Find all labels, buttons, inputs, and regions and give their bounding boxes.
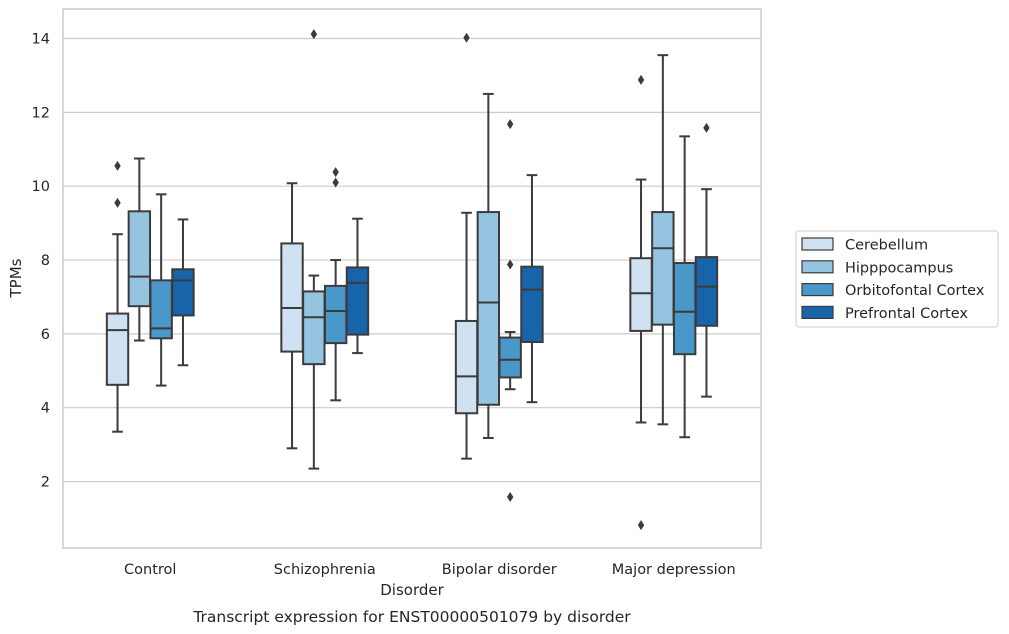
- legend-entry: Cerebellum: [845, 238, 928, 254]
- y-tick-label: 4: [41, 401, 50, 417]
- legend-entry: Orbitofontal Cortex: [845, 283, 985, 299]
- box: [651, 211, 675, 326]
- box-group: [498, 119, 522, 503]
- box-group: [280, 182, 304, 450]
- outlier-point: [637, 74, 645, 85]
- plot-frame: [62, 8, 762, 549]
- box-group: [323, 167, 348, 402]
- box-group: [345, 217, 370, 355]
- box: [345, 266, 370, 336]
- box-group: [672, 135, 697, 439]
- outlier-point: [703, 122, 710, 133]
- box: [498, 336, 522, 379]
- box: [476, 211, 501, 406]
- legend-entry: Prefrontal Cortex: [845, 306, 968, 322]
- legend-swatch: [801, 260, 834, 274]
- box: [105, 312, 130, 386]
- box-group: [629, 74, 653, 531]
- box: [454, 319, 479, 415]
- box-group: [105, 160, 130, 433]
- outlier-point: [506, 259, 514, 270]
- chart-caption: Transcript expression for ENST0000050107…: [192, 608, 631, 626]
- x-tick-label: Bipolar disorder: [442, 562, 557, 578]
- box-group: [149, 193, 173, 387]
- box: [127, 210, 152, 308]
- box: [672, 261, 697, 356]
- x-tick-label: Major depression: [612, 562, 736, 578]
- box: [149, 279, 173, 340]
- outlier-point: [114, 160, 121, 171]
- y-tick-labels: 2 4 6 8 10 12 14: [32, 32, 50, 491]
- box: [280, 242, 304, 353]
- box: [629, 257, 653, 332]
- y-tick-label: 2: [41, 475, 50, 491]
- gridlines: [63, 37, 761, 483]
- y-tick-label: 8: [41, 253, 50, 269]
- outlier-point: [114, 197, 121, 208]
- outlier-point: [310, 29, 318, 40]
- legend-entry: Hipppocampus: [845, 260, 953, 276]
- outlier-point: [506, 119, 514, 130]
- outlier-point: [332, 167, 339, 178]
- outlier-point: [637, 520, 645, 531]
- y-tick-label: 14: [32, 32, 50, 48]
- box-group: [127, 157, 152, 342]
- box-group: [651, 54, 675, 426]
- box-group: [171, 218, 195, 367]
- box: [323, 284, 348, 345]
- box-group: [476, 92, 501, 439]
- outlier-point: [332, 177, 339, 188]
- box-group: [454, 32, 479, 460]
- legend-swatch: [801, 305, 834, 319]
- boxes: [105, 29, 719, 531]
- x-tick-labels: Control Schizophrenia Bipolar disorder Majo…: [124, 562, 736, 578]
- x-tick-label: Schizophrenia: [274, 562, 376, 578]
- legend-frame: [795, 230, 999, 328]
- x-axis-label: Disorder: [380, 581, 444, 599]
- box: [302, 290, 326, 366]
- box-group: [520, 174, 544, 404]
- legend-swatch: [801, 283, 834, 297]
- y-tick-label: 6: [41, 327, 50, 343]
- y-tick-label: 10: [32, 179, 50, 195]
- box-group: [694, 122, 719, 398]
- box: [694, 256, 719, 327]
- legend-swatch: [801, 237, 834, 251]
- box: [171, 268, 195, 317]
- y-tick-label: 12: [32, 105, 50, 121]
- y-axis-label: TPMs: [7, 258, 25, 298]
- x-tick-label: Control: [124, 562, 176, 578]
- outlier-point: [463, 32, 470, 43]
- box: [520, 265, 544, 343]
- legend: Cerebellum Hipppocampus Orbitofontal Corte…: [795, 230, 999, 328]
- outlier-point: [506, 492, 514, 503]
- box-group: [302, 29, 326, 470]
